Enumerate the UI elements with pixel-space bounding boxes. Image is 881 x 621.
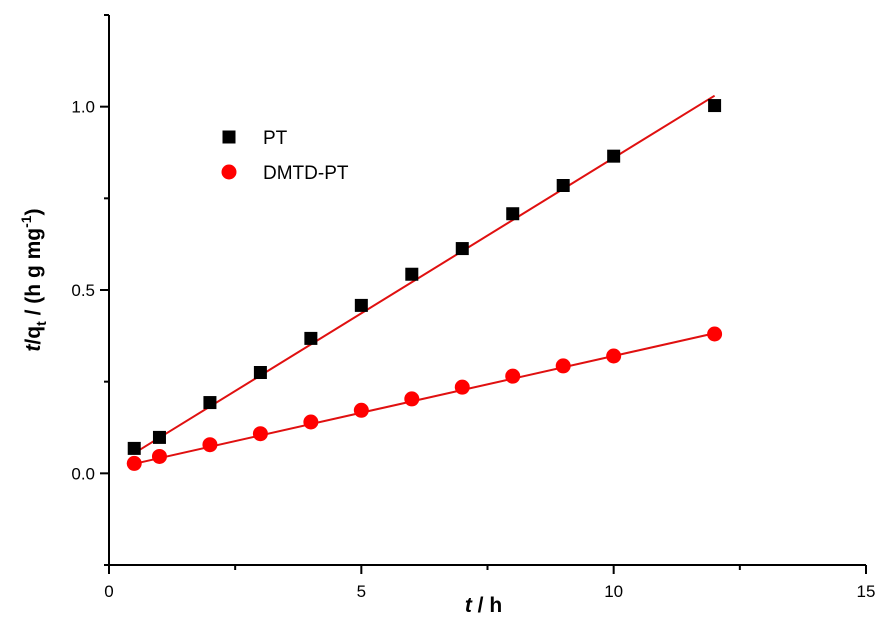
x-axis-title-italic: t [465, 594, 473, 617]
y-axis-title-part: ) [22, 208, 45, 215]
data-point-dmtd-pt [454, 379, 470, 395]
y-axis-title-part: /q [22, 326, 45, 345]
axes: 0 5 10 150.00.51.0t / ht/qt / (h g mg-1) [18, 14, 876, 617]
data-point-dmtd-pt [707, 326, 723, 342]
data-point-pt [506, 207, 520, 221]
x-tick-label: 15 [857, 582, 876, 601]
data-point-pt [607, 149, 621, 163]
data-point-pt [708, 99, 722, 113]
data-point-pt [405, 267, 419, 281]
fit-lines [133, 94, 716, 465]
x-axis-title-rest: / h [472, 594, 502, 617]
y-axis-title-subscript: t [33, 321, 49, 326]
legend-marker-dmtd-pt [221, 164, 237, 180]
data-point-dmtd-pt [151, 448, 167, 464]
data-point-dmtd-pt [252, 426, 268, 442]
data-point-dmtd-pt [505, 368, 521, 384]
legend-label-dmtd-pt: DMTD-PT [263, 163, 349, 184]
y-tick-label: 0.0 [71, 464, 95, 483]
data-point-dmtd-pt [303, 414, 319, 430]
data-point-pt [354, 298, 368, 312]
data-markers [126, 99, 723, 471]
data-point-dmtd-pt [202, 437, 218, 453]
y-axis-title: t/qt / (h g mg-1) [18, 208, 49, 351]
y-axis-title-superscript: -1 [18, 215, 34, 228]
y-axis-title-part: / (h g mg [22, 228, 45, 321]
legend: PT DMTD-PT [221, 128, 349, 184]
data-point-pt [253, 366, 267, 379]
data-point-pt [304, 331, 318, 345]
x-tick-label: 10 [604, 582, 623, 601]
legend-marker-pt [222, 130, 236, 144]
y-axis-title-italic: t [22, 344, 45, 352]
data-point-pt [152, 430, 166, 444]
data-point-pt [203, 396, 217, 410]
data-point-dmtd-pt [555, 358, 571, 374]
x-tick-label: 5 [357, 582, 366, 601]
x-tick-label: 0 [104, 582, 113, 601]
y-tick-label: 1.0 [71, 98, 95, 117]
legend-label-pt: PT [263, 128, 288, 149]
data-point-dmtd-pt [353, 402, 369, 418]
data-point-pt [127, 441, 141, 455]
data-point-dmtd-pt [126, 455, 142, 471]
x-axis-title: t / h [465, 594, 502, 617]
y-tick-label: 0.5 [71, 281, 95, 300]
data-point-pt [455, 242, 469, 256]
data-point-pt [556, 179, 570, 192]
data-point-dmtd-pt [404, 391, 420, 407]
data-point-dmtd-pt [606, 348, 622, 364]
